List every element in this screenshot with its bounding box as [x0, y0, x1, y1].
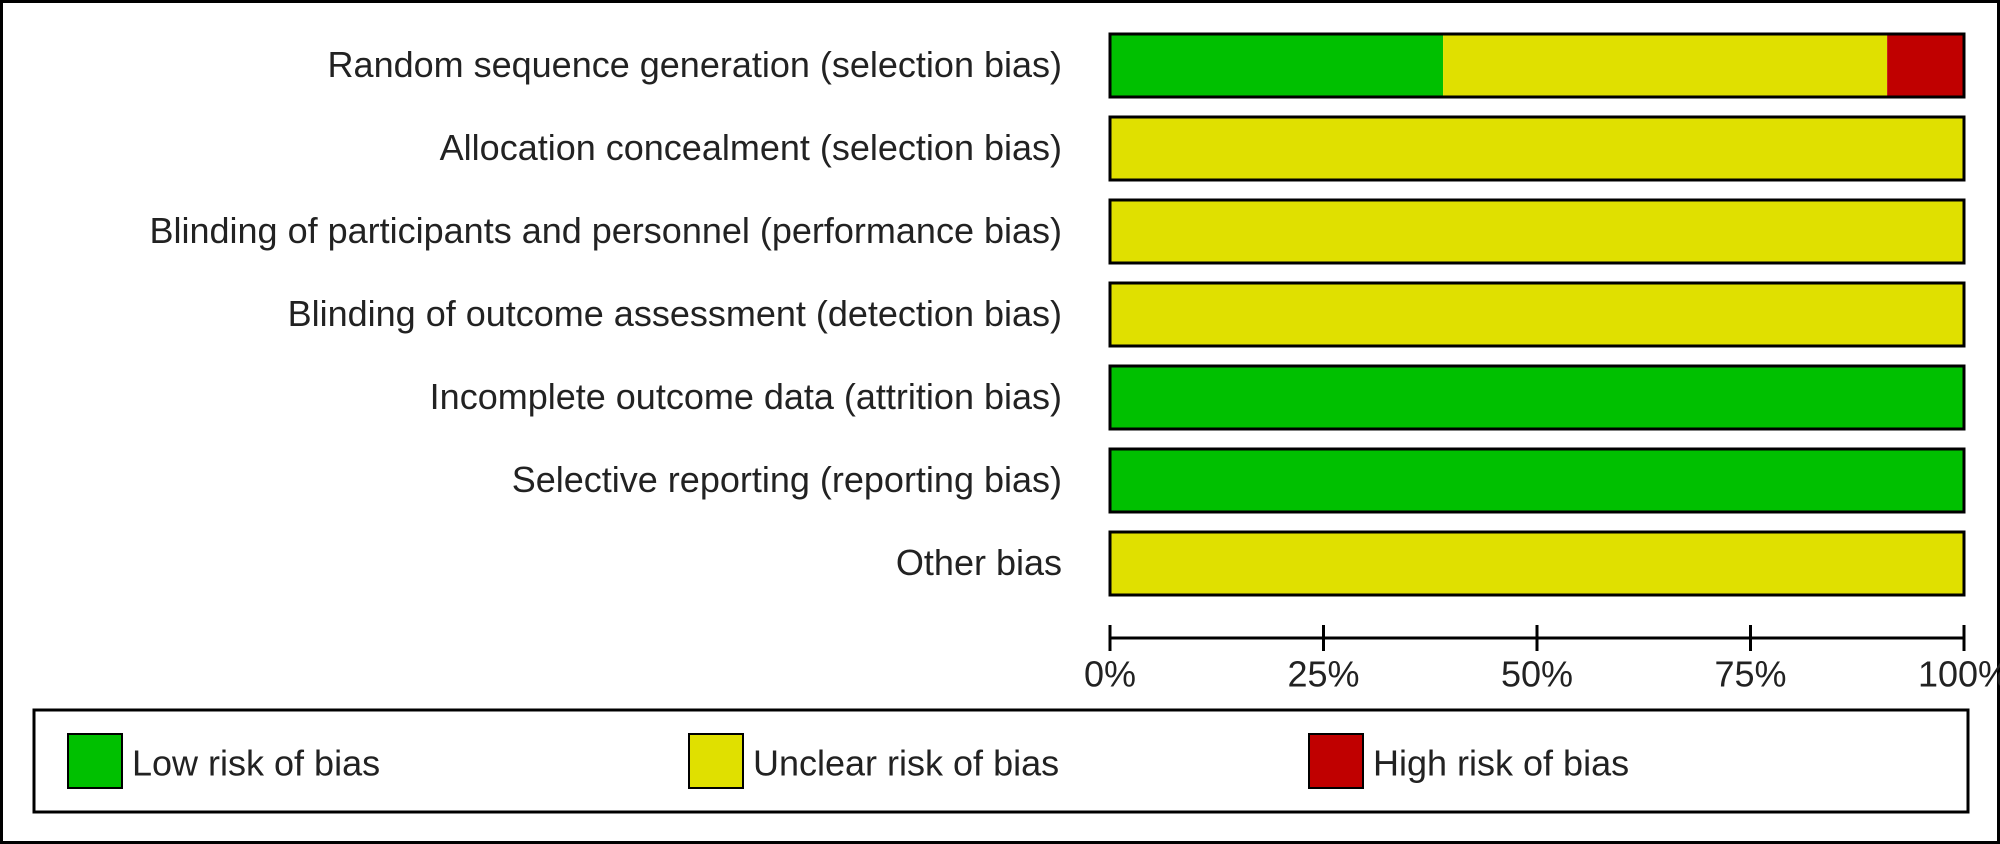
bar-segment	[1110, 117, 1964, 180]
x-tick-label: 100%	[1918, 654, 2000, 695]
bar-segment	[1443, 34, 1888, 97]
legend-label: Low risk of bias	[132, 743, 380, 784]
bar-outline	[1108, 447, 1966, 514]
x-tick-label: 75%	[1714, 654, 1786, 695]
legend-swatch	[67, 733, 123, 789]
category-label: Other bias	[896, 542, 1062, 583]
bar-segment	[1110, 283, 1964, 346]
bar-outline	[1108, 281, 1966, 348]
legend-label: Unclear risk of bias	[753, 743, 1059, 784]
legend-box	[32, 708, 1970, 814]
x-tick-label: 50%	[1501, 654, 1573, 695]
category-label: Selective reporting (reporting bias)	[512, 459, 1062, 500]
legend-swatch	[1308, 733, 1364, 789]
bar-segment	[1110, 532, 1964, 595]
bar-outline	[1108, 115, 1966, 182]
legend-label: High risk of bias	[1373, 743, 1629, 784]
bar-outline	[1108, 364, 1966, 431]
bar-segment	[1110, 34, 1444, 97]
bar-segment	[1110, 366, 1964, 429]
category-label: Incomplete outcome data (attrition bias)	[430, 376, 1062, 417]
x-tick-label: 0%	[1084, 654, 1136, 695]
bar-outline	[1108, 530, 1966, 597]
bar-outline	[1108, 198, 1966, 265]
legend-swatch	[688, 733, 744, 789]
bar-segment	[1110, 449, 1964, 512]
bar-outline	[1108, 32, 1966, 99]
x-tick-label: 25%	[1287, 654, 1359, 695]
category-label: Random sequence generation (selection bi…	[328, 44, 1062, 85]
category-label: Blinding of outcome assessment (detectio…	[288, 293, 1062, 334]
category-label: Blinding of participants and personnel (…	[149, 210, 1062, 251]
category-label: Allocation concealment (selection bias)	[440, 127, 1062, 168]
bar-segment	[1110, 200, 1964, 263]
bar-segment	[1887, 34, 1964, 97]
